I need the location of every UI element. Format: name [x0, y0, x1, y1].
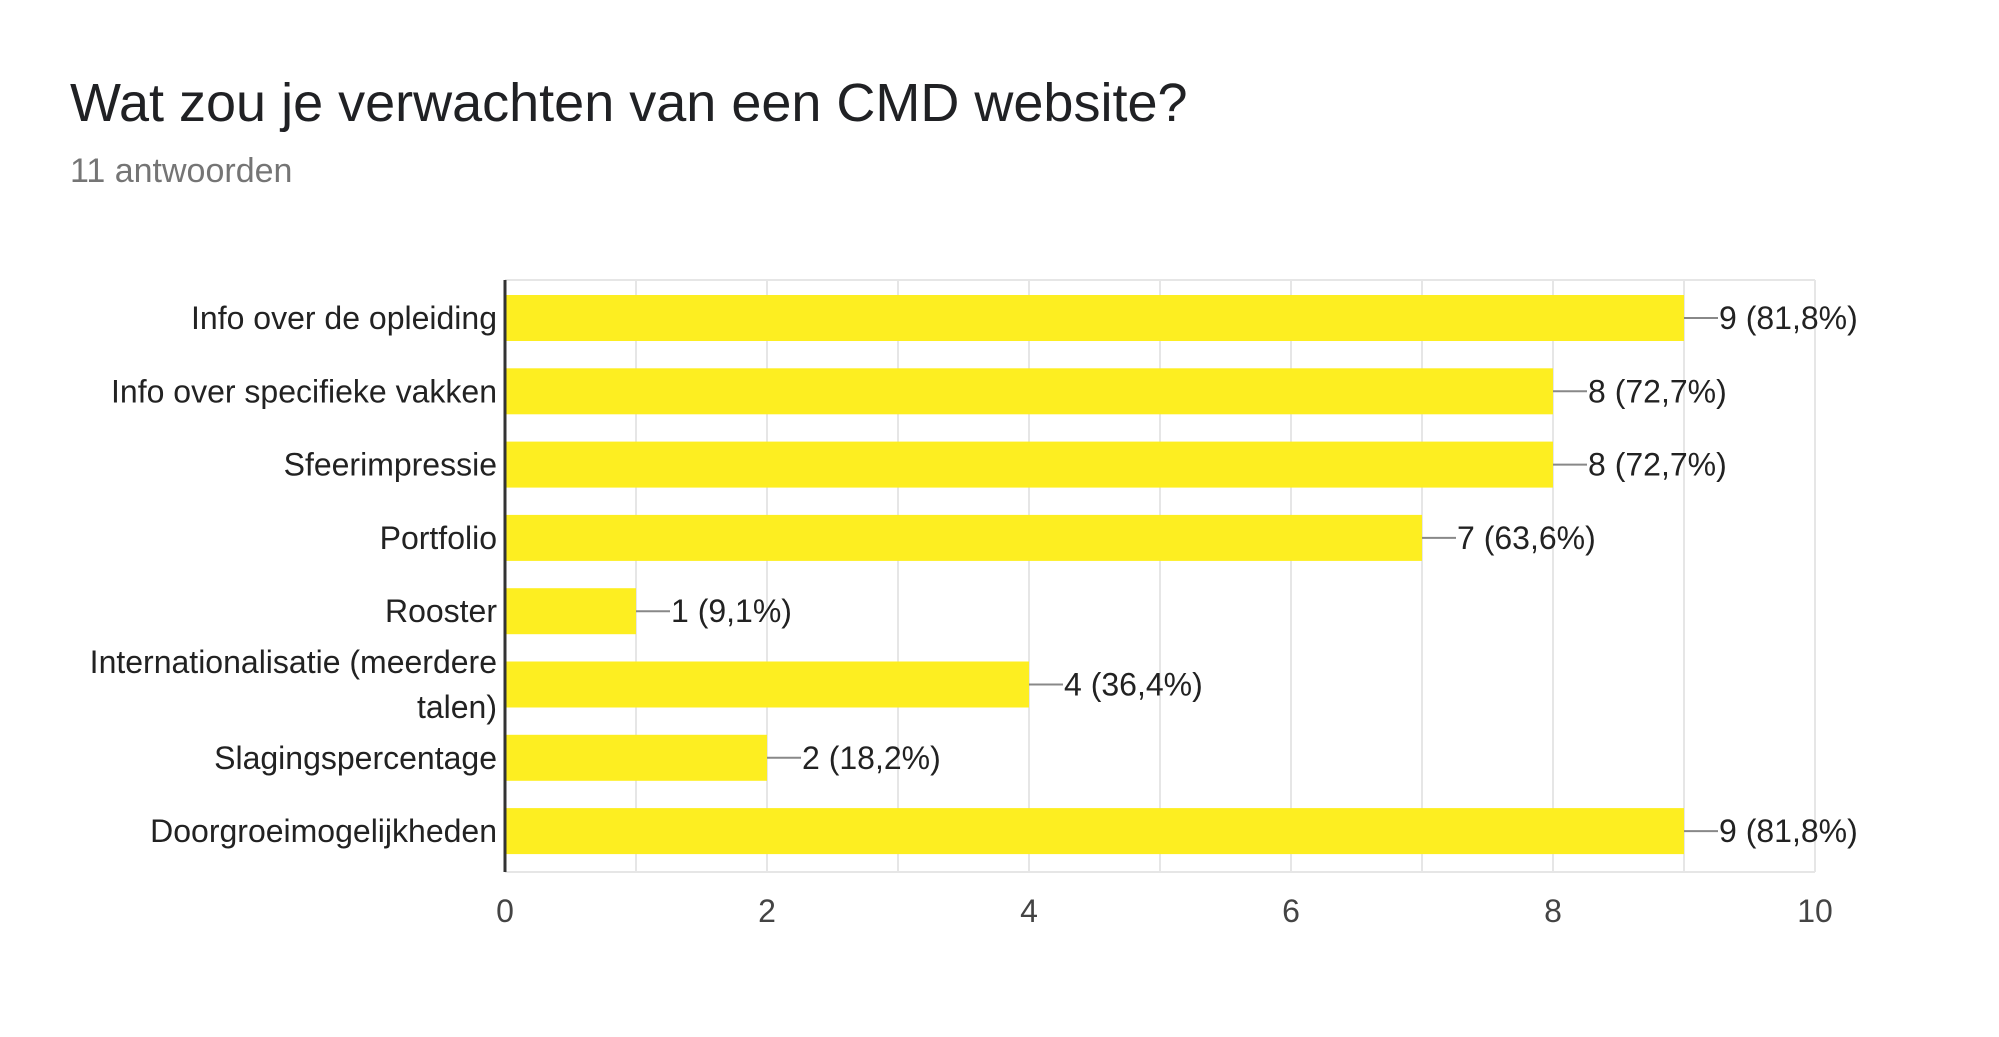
data-label: 1 (9,1%)	[671, 593, 792, 629]
category-labels: Info over de opleiding Info over specifie…	[90, 300, 498, 849]
category-label: Internationalisatie (meerdere talen)	[90, 644, 497, 725]
data-label: 4 (36,4%)	[1064, 667, 1203, 703]
category-label-line: talen)	[417, 689, 497, 725]
bar	[505, 588, 636, 635]
data-label: 2 (18,2%)	[802, 740, 941, 776]
x-tick-label: 0	[496, 893, 514, 929]
x-tick-label: 10	[1797, 893, 1833, 929]
data-label: 8 (72,7%)	[1588, 447, 1727, 483]
bar	[505, 734, 767, 781]
x-tick-label: 2	[758, 893, 776, 929]
bar	[505, 661, 1029, 708]
category-label: Doorgroeimogelijkheden	[150, 813, 497, 849]
category-label-line: Slagingspercentage	[214, 740, 497, 776]
x-tick-label: 4	[1020, 893, 1038, 929]
category-label: Info over specifieke vakken	[111, 373, 497, 409]
category-label: Slagingspercentage	[214, 740, 497, 776]
category-label: Info over de opleiding	[191, 300, 497, 336]
category-label: Sfeerimpressie	[284, 447, 497, 483]
category-label-line: Rooster	[385, 593, 497, 629]
x-tick-label: 8	[1544, 893, 1562, 929]
chart-title: Wat zou je verwachten van een CMD websit…	[70, 73, 1188, 133]
category-label-line: Doorgroeimogelijkheden	[150, 813, 497, 849]
category-label-line: Info over specifieke vakken	[111, 373, 497, 409]
bar	[505, 808, 1684, 855]
bar	[505, 295, 1684, 341]
category-label: Portfolio	[380, 520, 497, 556]
category-label: Rooster	[385, 593, 497, 629]
data-label: 9 (81,8%)	[1719, 300, 1858, 336]
x-axis: 0 2 4 6 8 10	[496, 280, 1833, 929]
data-label: 7 (63,6%)	[1457, 520, 1596, 556]
x-tick-label: 6	[1282, 893, 1300, 929]
category-label-line: Info over de opleiding	[191, 300, 497, 336]
response-count: 11 antwoorden	[70, 152, 293, 190]
data-label: 9 (81,8%)	[1719, 813, 1858, 849]
bars	[505, 295, 1684, 855]
bar	[505, 368, 1553, 415]
data-label: 8 (72,7%)	[1588, 373, 1727, 409]
bar	[505, 441, 1553, 488]
bar	[505, 514, 1422, 561]
category-label-line: Internationalisatie (meerdere	[90, 644, 497, 680]
category-label-line: Portfolio	[380, 520, 497, 556]
category-label-line: Sfeerimpressie	[284, 447, 497, 483]
data-labels: 9 (81,8%) 8 (72,7%) 8 (72,7%) 7 (63,6%) 1 (9…	[636, 300, 1858, 849]
